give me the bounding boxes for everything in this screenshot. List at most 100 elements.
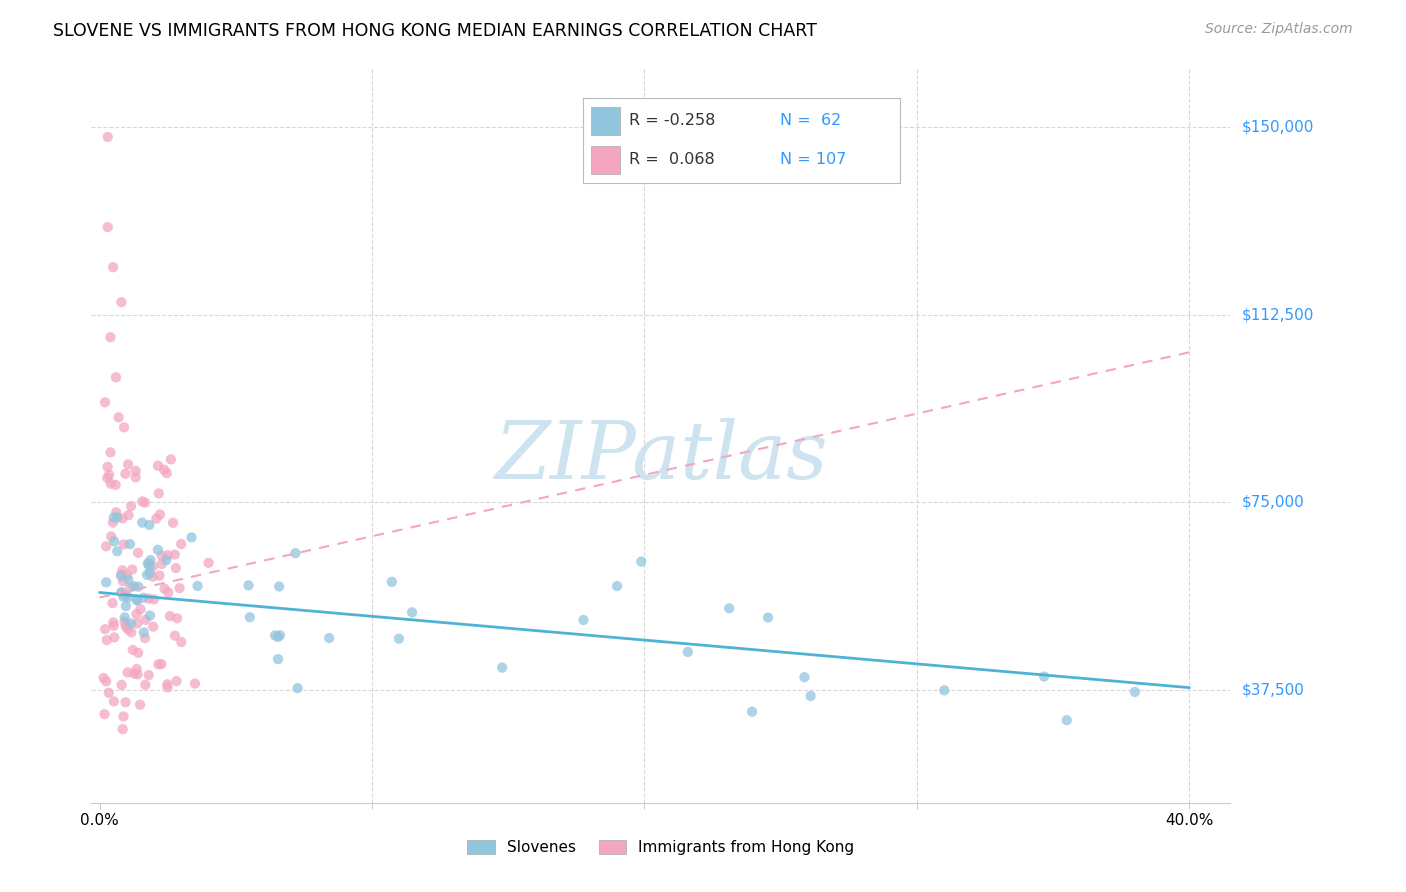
Point (112, 420, 135, 434)
Point (115, 599, 138, 613)
Text: R =  0.068: R = 0.068 (630, 153, 716, 168)
Point (96, 674, 118, 689)
Text: $150,000: $150,000 (1241, 120, 1313, 135)
Point (117, 591, 139, 605)
Text: $75,000: $75,000 (1241, 495, 1305, 510)
FancyBboxPatch shape (592, 107, 620, 135)
Point (100, 476, 122, 491)
Point (138, 566, 160, 580)
Point (127, 546, 149, 560)
Point (110, 585, 132, 599)
Point (388, 632, 411, 646)
Point (114, 615, 136, 629)
Point (800, 689, 823, 703)
Point (129, 698, 152, 712)
Point (741, 705, 763, 719)
Point (96, 539, 118, 553)
Point (170, 537, 193, 551)
Point (117, 623, 139, 637)
Point (143, 592, 166, 607)
Point (93, 671, 115, 685)
Point (105, 505, 128, 519)
Point (110, 295, 132, 310)
Point (150, 549, 173, 563)
Point (1123, 685, 1146, 699)
Point (114, 610, 136, 624)
Point (125, 593, 148, 607)
Text: $112,500: $112,500 (1241, 307, 1313, 322)
Point (269, 579, 291, 593)
Point (131, 494, 153, 508)
Point (184, 676, 207, 690)
Point (121, 643, 143, 657)
Point (134, 495, 156, 509)
Point (110, 567, 132, 582)
Point (142, 570, 165, 584)
Point (125, 662, 148, 676)
Point (146, 542, 169, 557)
Point (166, 674, 188, 689)
Point (170, 635, 193, 649)
Point (96, 471, 118, 485)
Point (166, 611, 188, 625)
Point (124, 470, 146, 484)
Point (124, 464, 146, 478)
Point (132, 591, 155, 605)
Point (491, 660, 513, 674)
Point (156, 548, 179, 562)
Point (111, 678, 134, 692)
Point (112, 590, 135, 604)
Point (100, 330, 122, 344)
Point (115, 568, 138, 582)
Legend: Slovenes, Immigrants from Hong Kong: Slovenes, Immigrants from Hong Kong (461, 834, 860, 862)
Point (150, 557, 173, 571)
Point (114, 695, 136, 709)
Point (131, 516, 153, 530)
Point (114, 619, 136, 633)
Point (139, 553, 162, 567)
Point (318, 631, 340, 645)
Text: SLOVENE VS IMMIGRANTS FROM HONG KONG MEDIAN EARNINGS CORRELATION CHART: SLOVENE VS IMMIGRANTS FROM HONG KONG MED… (53, 22, 817, 40)
Point (101, 596, 124, 610)
Point (138, 559, 160, 574)
Point (149, 508, 172, 522)
Point (138, 668, 160, 682)
Point (110, 568, 132, 582)
Point (125, 607, 148, 621)
Point (96, 575, 118, 590)
Text: $37,500: $37,500 (1241, 682, 1305, 698)
Point (136, 567, 159, 582)
Point (381, 574, 404, 589)
Point (112, 537, 135, 551)
Point (156, 466, 179, 480)
Point (284, 546, 307, 560)
Text: N =  62: N = 62 (779, 113, 841, 128)
Point (287, 681, 309, 695)
Point (103, 694, 125, 708)
Point (127, 646, 149, 660)
Point (111, 563, 134, 577)
Point (267, 630, 290, 644)
Point (1056, 713, 1078, 727)
Point (129, 602, 152, 616)
Point (238, 578, 260, 592)
Text: R = -0.258: R = -0.258 (630, 113, 716, 128)
Point (97, 686, 120, 700)
Point (114, 467, 136, 481)
Point (122, 666, 145, 681)
Point (118, 537, 141, 551)
Point (145, 511, 167, 525)
Point (103, 534, 125, 549)
Point (103, 631, 125, 645)
Point (117, 665, 139, 680)
Point (127, 616, 149, 631)
Text: ZIPatlas: ZIPatlas (494, 418, 828, 496)
Point (138, 556, 160, 570)
Point (157, 585, 180, 599)
Point (107, 410, 129, 425)
Point (197, 556, 219, 570)
Point (115, 618, 138, 632)
Point (142, 620, 165, 634)
Point (572, 613, 595, 627)
Point (101, 516, 124, 530)
